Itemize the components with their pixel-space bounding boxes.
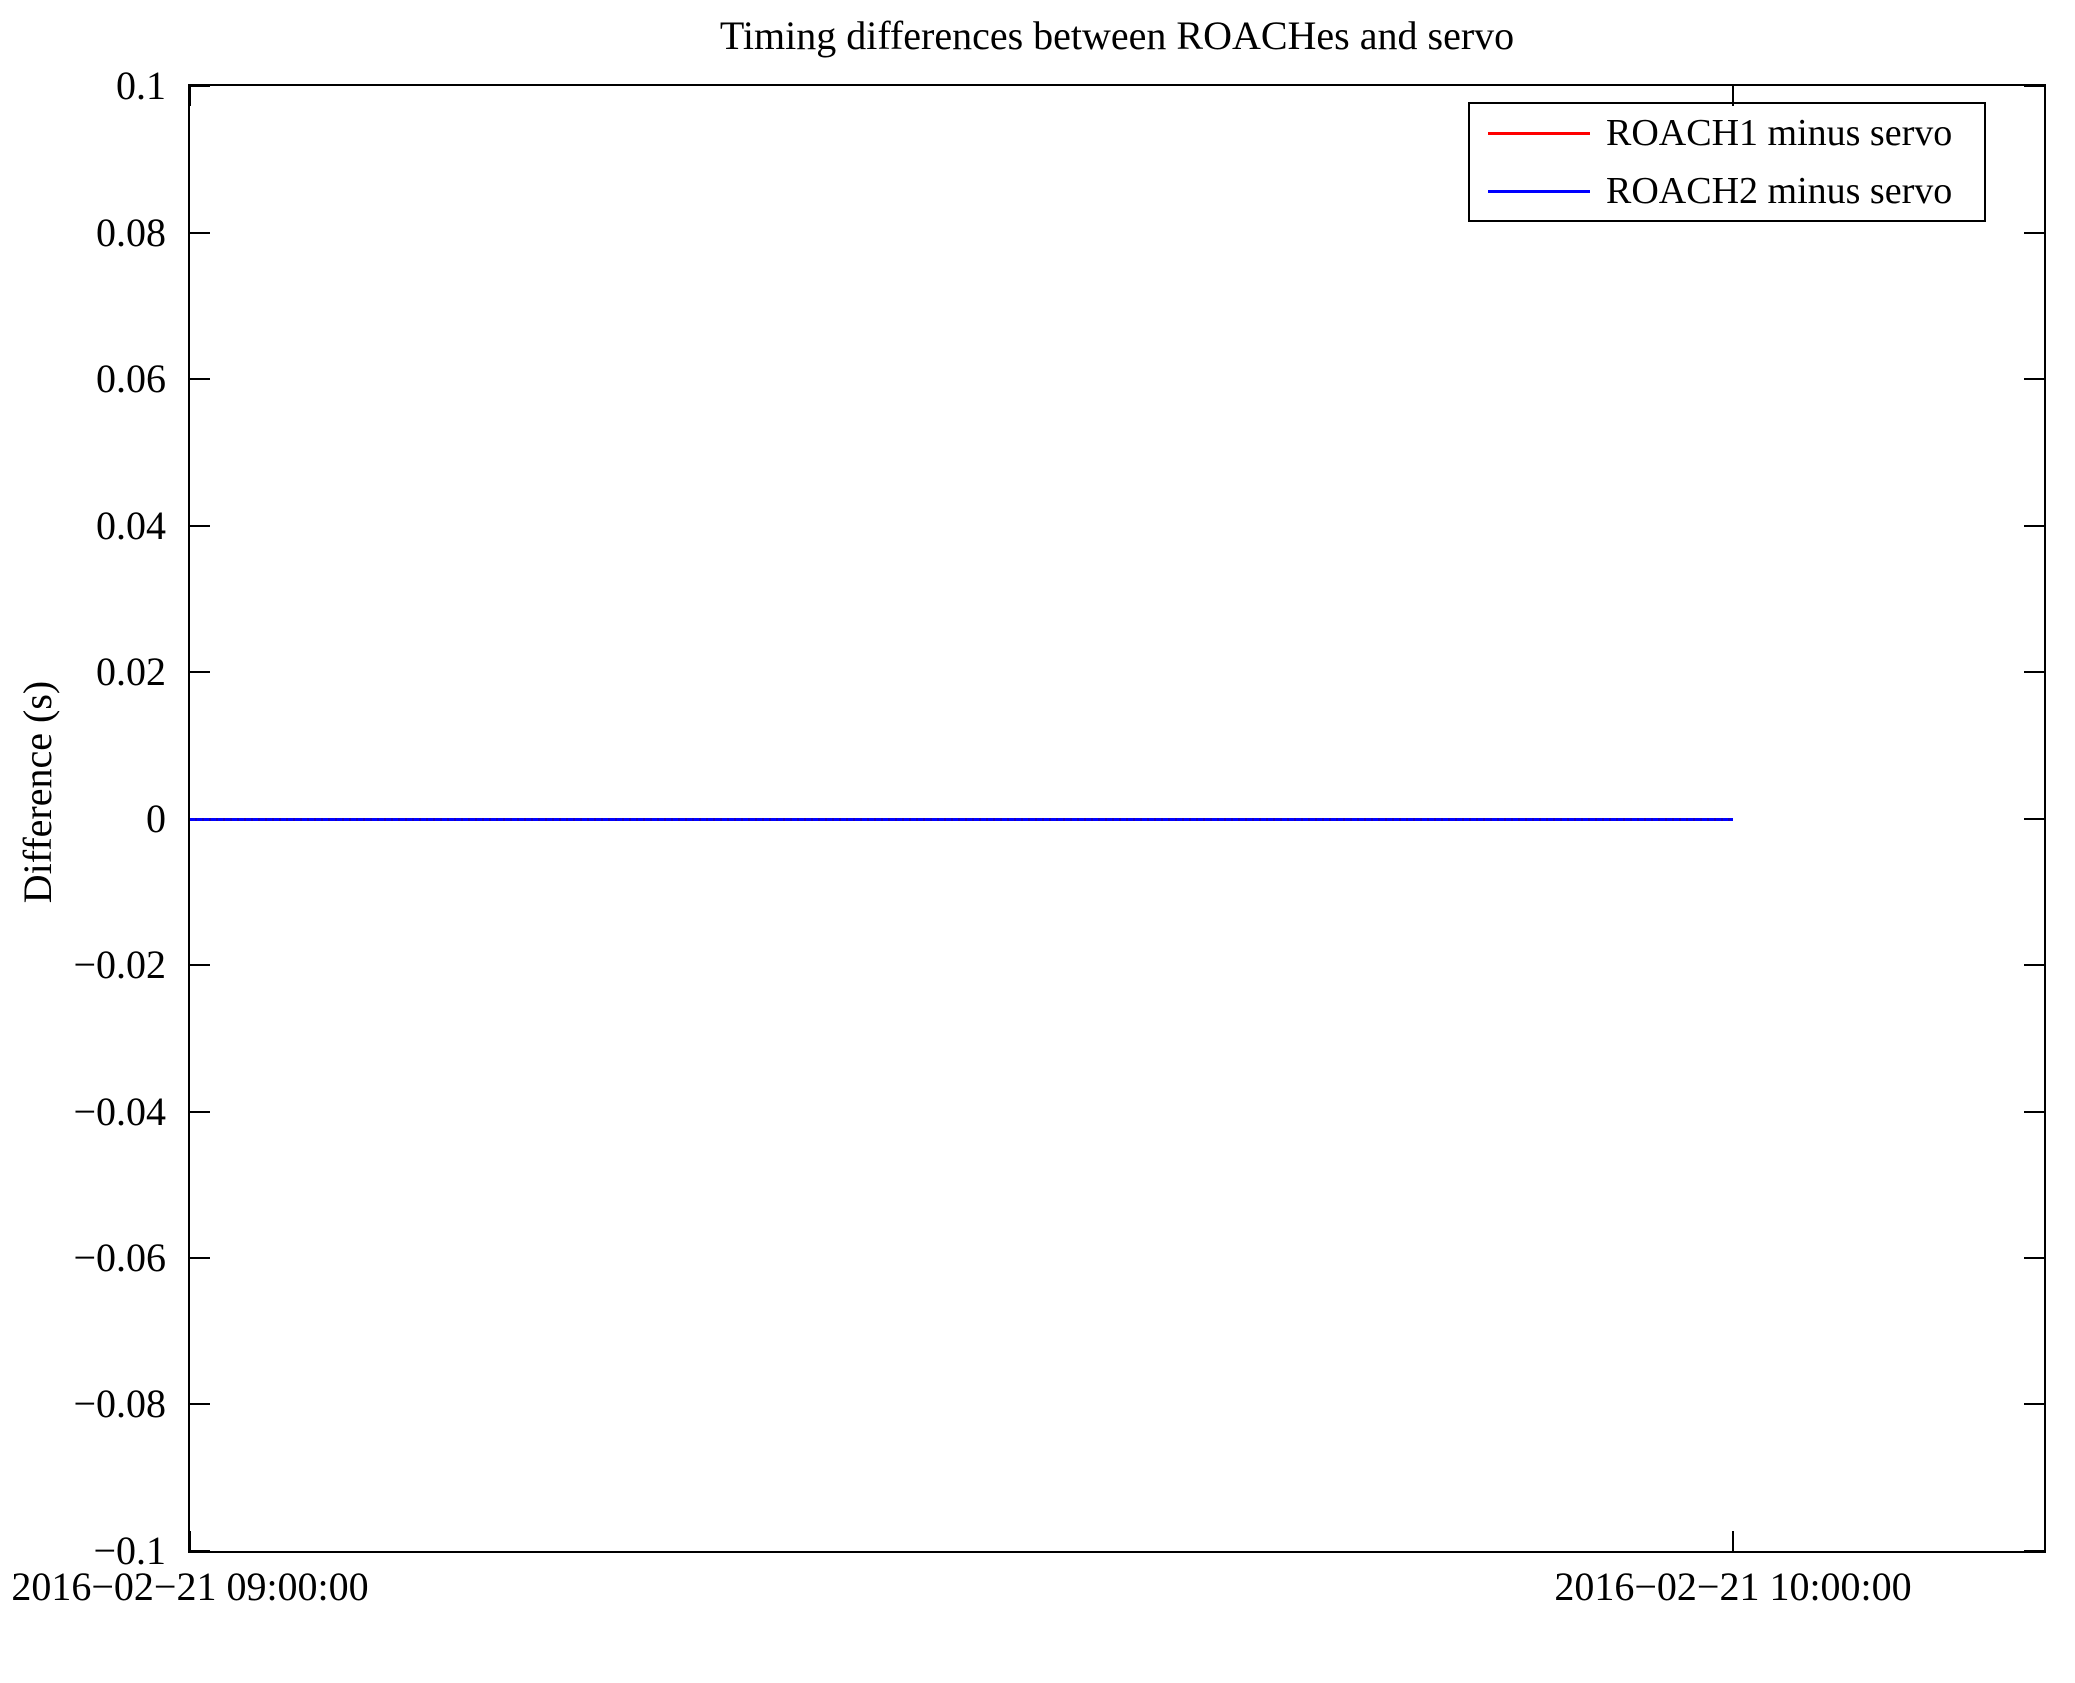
y-tick-label: 0.04 [96, 503, 166, 548]
y-tick-left [190, 525, 210, 527]
legend-line-sample-red [1488, 131, 1590, 135]
y-tick-right [2024, 378, 2044, 380]
y-tick-label: −0.08 [73, 1381, 166, 1426]
plot-area: ROACH1 minus servo ROACH2 minus servo [188, 84, 2046, 1553]
y-tick-left [190, 1111, 210, 1113]
y-tick-label: 0.08 [96, 210, 166, 255]
y-tick-left [190, 964, 210, 966]
x-tick-bottom [1732, 1531, 1734, 1551]
y-tick-label: −0.04 [73, 1089, 166, 1134]
y-tick-right [2024, 818, 2044, 820]
legend-entry-roach2: ROACH2 minus servo [1470, 162, 1984, 220]
legend-label-roach1: ROACH1 minus servo [1606, 112, 1953, 154]
y-tick-left [190, 85, 210, 87]
y-tick-left [190, 1403, 210, 1405]
legend-label-roach2: ROACH2 minus servo [1606, 170, 1953, 212]
y-tick-left [190, 1257, 210, 1259]
y-tick-right [2024, 85, 2044, 87]
y-tick-label: −0.1 [93, 1528, 166, 1573]
x-tick-bottom [189, 1531, 191, 1551]
x-tick-label: 2016−02−21 09:00:00 [11, 1564, 369, 1609]
x-tick-label: 2016−02−21 10:00:00 [1554, 1564, 1912, 1609]
y-tick-right [2024, 1403, 2044, 1405]
y-tick-left [190, 232, 210, 234]
y-tick-right [2024, 1257, 2044, 1259]
legend-line-sample-blue [1488, 189, 1590, 193]
y-tick-right [2024, 671, 2044, 673]
y-tick-label: 0 [146, 796, 166, 841]
legend: ROACH1 minus servo ROACH2 minus servo [1468, 102, 1986, 222]
x-tick-top [189, 86, 191, 106]
y-tick-right [2024, 1111, 2044, 1113]
y-tick-label: 0.1 [116, 63, 166, 108]
y-tick-left [190, 378, 210, 380]
y-tick-label: 0.02 [96, 649, 166, 694]
y-tick-right [2024, 232, 2044, 234]
series-line-2 [190, 818, 1733, 821]
y-tick-label: −0.02 [73, 942, 166, 987]
y-tick-right [2024, 964, 2044, 966]
y-axis-label: Difference (s) [15, 680, 60, 904]
y-tick-label: −0.06 [73, 1235, 166, 1280]
y-tick-left [190, 1550, 210, 1552]
x-tick-top [1732, 86, 1734, 106]
y-tick-right [2024, 1550, 2044, 1552]
chart-title: Timing differences between ROACHes and s… [719, 13, 1515, 58]
y-tick-label: 0.06 [96, 356, 166, 401]
y-tick-right [2024, 525, 2044, 527]
y-tick-left [190, 671, 210, 673]
legend-entry-roach1: ROACH1 minus servo [1470, 104, 1984, 162]
